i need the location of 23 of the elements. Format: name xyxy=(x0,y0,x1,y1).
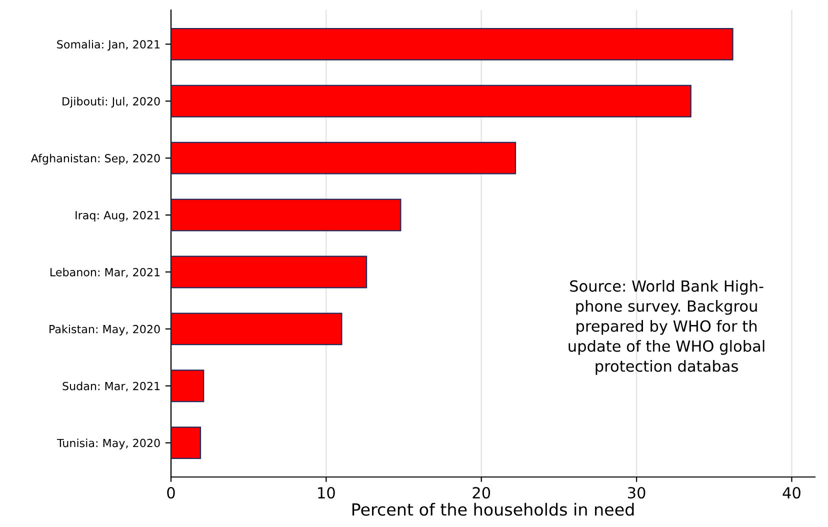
bar xyxy=(171,312,342,346)
bar xyxy=(171,28,734,60)
x-tick-label: 0 xyxy=(167,486,175,499)
y-tick-label: Iraq: Aug, 2021 xyxy=(76,211,160,222)
x-tick-label: 10 xyxy=(318,486,335,499)
y-tick-label: Somalia: Jan, 2021 xyxy=(57,40,160,51)
y-tick-label: Tunisia: May, 2020 xyxy=(57,438,160,450)
x-tick-label: 40 xyxy=(782,486,800,499)
bar xyxy=(171,426,202,460)
x-tick-label: 20 xyxy=(472,486,490,499)
y-tick-label: Pakistan: May, 2020 xyxy=(50,324,160,336)
bar xyxy=(171,84,692,118)
y-tick-label: Lebanon: Mar, 2021 xyxy=(50,268,160,278)
y-tick-label: Sudan: Mar, 2021 xyxy=(62,382,160,392)
annotation: Source: World Bank High- phone survey. Backgrou prepared by WHO for th update of the WHO global protection databas xyxy=(568,280,764,375)
bar xyxy=(171,256,368,288)
bar xyxy=(171,142,516,174)
bar xyxy=(171,198,402,232)
y-tick-label: Djibouti: Jul, 2020 xyxy=(62,96,160,108)
x-tick-label: 30 xyxy=(628,486,646,499)
y-tick-label: Afghanistan: Sep, 2020 xyxy=(30,154,160,165)
x-axis-title: Percent of the households in need xyxy=(352,502,634,516)
bar xyxy=(171,370,204,402)
